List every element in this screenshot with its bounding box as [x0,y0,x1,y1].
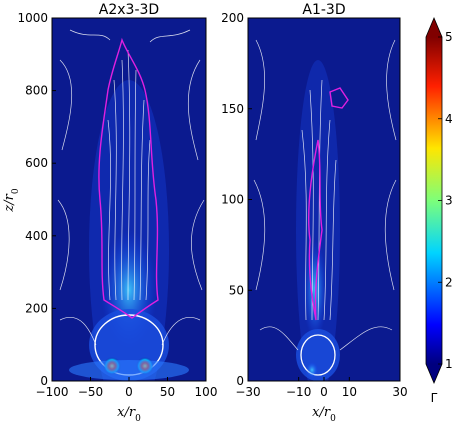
panel-a-ytick-label: 0 [40,374,48,388]
panel-b-xtick-label: 0 [320,385,328,399]
panel-b-ytick-label: 100 [221,193,244,207]
panel-b-xtick-label: −10 [286,385,311,399]
panel-b-streamlines [253,39,397,351]
colorbar-tick-label: 1 [445,357,452,371]
colorbar-axes: 1 2 3 4 5 [438,30,452,371]
panel-a-ytick-label: 600 [25,156,48,170]
panel-b-xtick-label: 10 [342,385,357,399]
panel-b-field [253,39,397,381]
panel-a-field [57,29,205,381]
panel-b-title: A1-3D [302,2,345,18]
panel-a-xtick-label: 50 [160,385,175,399]
colorbar-tick-label: 2 [445,275,452,289]
panel-a-xtick-label: 100 [195,385,218,399]
panel-b-contour [308,87,349,321]
panel-a-ytick-label: 400 [25,229,48,243]
panel-b-axes: −30 −10 0 10 30 0 50 100 150 200 [221,11,408,399]
panel-b-ytick-label: 50 [229,283,244,297]
panel-a-xlabel: x/r0 [117,405,141,423]
colorbar-tick-label: 3 [445,194,452,208]
panel-b-ytick-label: 150 [221,102,244,116]
colorbar-label: Γ [431,391,438,405]
panel-a-contour [98,37,159,319]
panel-a-xtick-label: −100 [36,385,69,399]
panel-b-xtick-label: 30 [392,385,407,399]
colorbar-extend-top [426,18,442,37]
panel-a-ytick-label: 1000 [17,11,48,25]
panel-a2x3 [51,17,207,382]
panel-a-xtick-label: 0 [125,385,133,399]
panel-a-ylabel: z/r0 [2,188,21,212]
panel-a-ytick-label: 200 [25,301,48,315]
panel-b-ytick-label: 0 [236,374,244,388]
panel-a-title: A2x3-3D [99,2,159,18]
colorbar-extend-bottom [426,364,442,383]
panel-b-xtick-label: −30 [235,385,260,399]
colorbar-tick-label: 5 [445,30,452,44]
panel-a-ytick-label: 800 [25,84,48,98]
panel-b-xlabel: x/r0 [312,405,336,423]
panel-a-streamlines [57,29,205,346]
panel-a-xtick-label: −50 [78,385,103,399]
panel-a1 [247,17,401,382]
colorbar-tick-label: 4 [445,112,452,126]
panel-b-ytick-label: 200 [221,11,244,25]
